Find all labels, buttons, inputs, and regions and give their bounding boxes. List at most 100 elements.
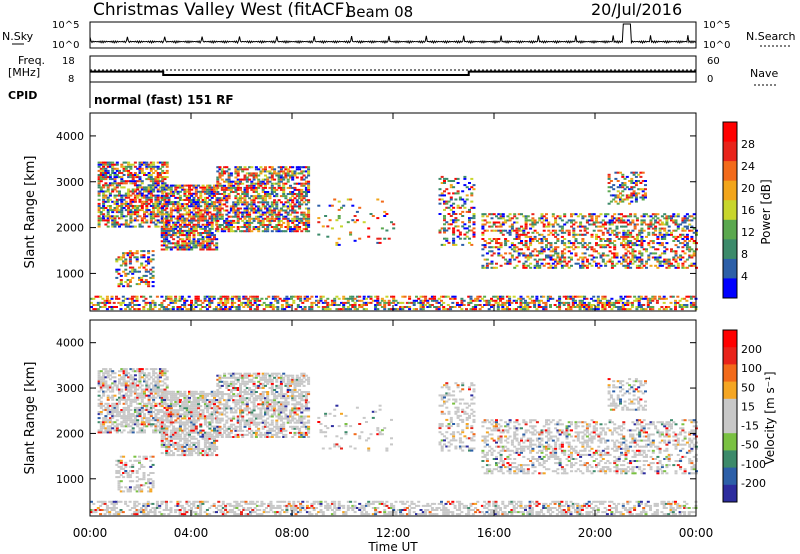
velocity-cell xyxy=(140,390,144,393)
power-cell xyxy=(208,301,212,304)
power-cell xyxy=(285,299,289,302)
power-cell xyxy=(119,283,123,286)
power-cell xyxy=(194,297,198,300)
power-cell xyxy=(237,308,241,311)
power-cell xyxy=(224,295,228,298)
power-cell xyxy=(497,252,501,255)
power-cell xyxy=(604,244,608,247)
power-cell xyxy=(638,240,642,242)
power-cell xyxy=(120,223,124,226)
power-cell xyxy=(254,166,258,169)
power-cell xyxy=(510,301,514,304)
power-cell xyxy=(102,202,106,205)
power-cell xyxy=(201,227,205,230)
power-cell xyxy=(156,194,160,197)
nsearch-label: N.Search xyxy=(746,30,796,43)
power-cell xyxy=(499,254,503,257)
velocity-cell xyxy=(133,419,137,422)
power-cell xyxy=(635,240,639,242)
power-cell xyxy=(275,205,279,208)
power-cell xyxy=(622,215,626,218)
power-cell xyxy=(105,295,109,298)
velocity-heatmap xyxy=(90,368,698,516)
velocity-cell xyxy=(127,431,131,434)
power-cell xyxy=(629,221,633,224)
power-cell xyxy=(321,301,325,304)
velocity-cell xyxy=(104,417,108,420)
power-cell xyxy=(183,297,187,300)
power-cell xyxy=(286,201,290,204)
power-cell xyxy=(639,188,643,191)
power-cell xyxy=(115,221,119,224)
power-cell xyxy=(535,221,539,224)
power-cell xyxy=(106,196,110,199)
power-cell xyxy=(392,297,396,300)
power-cell xyxy=(236,170,240,173)
power-cell xyxy=(635,235,639,238)
power-cell xyxy=(300,176,304,179)
power-cell xyxy=(147,262,151,265)
power-cell xyxy=(257,201,261,204)
power-cell xyxy=(97,225,101,228)
power-cell xyxy=(642,297,646,300)
power-cell xyxy=(670,215,673,218)
power-cell xyxy=(108,217,112,220)
power-cell xyxy=(538,219,542,222)
power-cell xyxy=(307,188,311,191)
power-cell xyxy=(521,297,525,300)
velocity-cell xyxy=(99,378,103,381)
velocity-cell xyxy=(138,415,142,418)
power-cell xyxy=(529,235,533,238)
power-cell xyxy=(445,200,449,203)
power-cell xyxy=(99,188,103,191)
power-cell xyxy=(676,227,680,230)
power-cell xyxy=(289,184,292,187)
power-cell xyxy=(670,262,673,265)
power-cell xyxy=(106,176,110,179)
power-cell xyxy=(499,229,503,232)
power-cell xyxy=(558,229,562,232)
velocity-cell xyxy=(106,411,110,413)
power-cell xyxy=(490,250,494,253)
power-cell xyxy=(590,235,594,238)
power-cell xyxy=(499,231,503,234)
power-cell xyxy=(569,297,573,300)
power-cell xyxy=(560,219,564,222)
power-cell xyxy=(122,198,126,201)
power-cell xyxy=(279,180,283,183)
power-cell xyxy=(102,163,106,166)
power-cell xyxy=(621,175,625,178)
power-cell xyxy=(674,299,677,302)
power-cell xyxy=(634,180,638,182)
power-cell xyxy=(254,197,258,200)
power-cell xyxy=(647,244,651,247)
power-cell xyxy=(163,182,167,185)
power-cell xyxy=(298,193,302,195)
power-cell xyxy=(282,209,286,212)
nsky-ytick-high: 10^5 xyxy=(52,20,79,31)
velocity-cell xyxy=(136,409,140,411)
power-cell xyxy=(279,186,283,189)
power-cell xyxy=(219,308,223,311)
power-cell xyxy=(245,215,249,218)
power-cell xyxy=(261,201,265,204)
power-cell xyxy=(181,248,185,251)
power-cell xyxy=(456,219,460,222)
power-cell xyxy=(273,168,277,171)
power-cell xyxy=(203,209,207,212)
power-cell xyxy=(237,299,241,302)
power-cell xyxy=(216,178,220,181)
power-cell xyxy=(275,195,279,198)
power-cell xyxy=(526,215,530,218)
power-cell xyxy=(97,161,101,164)
power-cell xyxy=(213,215,216,218)
power-cell xyxy=(117,272,121,275)
power-cell xyxy=(674,308,677,311)
power-cell xyxy=(104,178,108,181)
power-cell xyxy=(133,256,137,259)
power-cell xyxy=(248,213,252,216)
power-cell xyxy=(581,262,585,265)
power-cell xyxy=(588,223,592,226)
power-cell xyxy=(279,188,283,191)
power-cell xyxy=(454,221,458,224)
